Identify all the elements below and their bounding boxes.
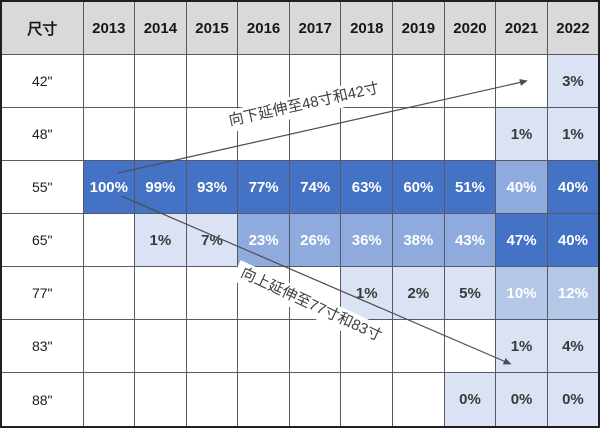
size-label: 42" [0,54,84,108]
value-cell-2019: 60% [392,160,445,214]
empty-cell-2013 [82,319,136,373]
corner-header-size: 尺寸 [0,0,84,55]
value-cell-2021: 0% [495,372,548,428]
empty-cell-2019 [392,54,445,108]
value-cell-2019: 2% [392,266,445,320]
empty-cell-2014 [134,107,187,161]
value-cell-2013: 100% [82,160,136,214]
empty-cell-2021 [495,54,548,108]
value-cell-2016: 77% [237,160,290,214]
empty-cell-2013 [82,213,136,267]
value-cell-2018: 63% [340,160,394,214]
value-cell-2022: 0% [546,372,600,428]
year-header-2015: 2015 [185,0,239,55]
header-row: 尺寸 2013 2014 2015 2016 2017 2018 2019 2020 2021 2… [0,0,600,55]
size-label: 77" [0,266,84,320]
value-cell-2022: 40% [546,160,600,214]
value-cell-2020: 5% [443,266,497,320]
value-cell-2022: 3% [546,54,600,108]
year-header-2022: 2022 [546,0,600,55]
size-label: 88" [0,372,84,428]
size-label: 48" [0,107,84,161]
empty-cell-2016 [237,372,290,428]
year-header-2019: 2019 [392,0,445,55]
year-header-2020: 2020 [443,0,497,55]
size-label: 55" [0,160,84,214]
value-cell-2015: 93% [185,160,239,214]
empty-cell-2018 [340,372,394,428]
year-header-2016: 2016 [237,0,290,55]
empty-cell-2019 [392,319,445,373]
value-cell-2019: 38% [392,213,445,267]
value-cell-2021: 1% [495,319,548,373]
value-cell-2020: 0% [443,372,497,428]
empty-cell-2019 [392,107,445,161]
value-cell-2017: 26% [288,213,342,267]
empty-cell-2016 [237,319,290,373]
value-cell-2016: 23% [237,213,290,267]
empty-cell-2014 [134,54,187,108]
year-header-2021: 2021 [495,0,548,55]
empty-cell-2020 [443,107,497,161]
value-cell-2014: 99% [134,160,187,214]
table-row: 55" 100% 99% 93% 77% 74% 63% 60% 51% 40% 40% [0,160,600,214]
year-header-2013: 2013 [82,0,136,55]
table-row: 88" 0% 0% 0% [0,372,600,428]
empty-cell-2013 [82,54,136,108]
value-cell-2015: 7% [185,213,239,267]
table-row: 83" 1% 4% [0,319,600,373]
empty-cell-2020 [443,319,497,373]
empty-cell-2013 [82,372,136,428]
empty-cell-2013 [82,266,136,320]
value-cell-2020: 43% [443,213,497,267]
value-cell-2022: 12% [546,266,600,320]
year-header-2018: 2018 [340,0,394,55]
empty-cell-2015 [185,54,239,108]
empty-cell-2018 [340,107,394,161]
table-row: 65" 1% 7% 23% 26% 36% 38% 43% 47% 40% [0,213,600,267]
value-cell-2022: 40% [546,213,600,267]
empty-cell-2017 [288,372,342,428]
year-header-2017: 2017 [288,0,342,55]
empty-cell-2020 [443,54,497,108]
empty-cell-2015 [185,319,239,373]
value-cell-2022: 1% [546,107,600,161]
empty-cell-2015 [185,372,239,428]
value-cell-2020: 51% [443,160,497,214]
value-cell-2021: 47% [495,213,548,267]
value-cell-2018: 36% [340,213,394,267]
year-header-2014: 2014 [134,0,187,55]
size-label: 65" [0,213,84,267]
empty-cell-2014 [134,319,187,373]
empty-cell-2014 [134,266,187,320]
empty-cell-2014 [134,372,187,428]
value-cell-2021: 10% [495,266,548,320]
value-cell-2021: 40% [495,160,548,214]
value-cell-2017: 74% [288,160,342,214]
empty-cell-2015 [185,266,239,320]
value-cell-2021: 1% [495,107,548,161]
value-cell-2022: 4% [546,319,600,373]
size-label: 83" [0,319,84,373]
value-cell-2014: 1% [134,213,187,267]
empty-cell-2013 [82,107,136,161]
empty-cell-2019 [392,372,445,428]
